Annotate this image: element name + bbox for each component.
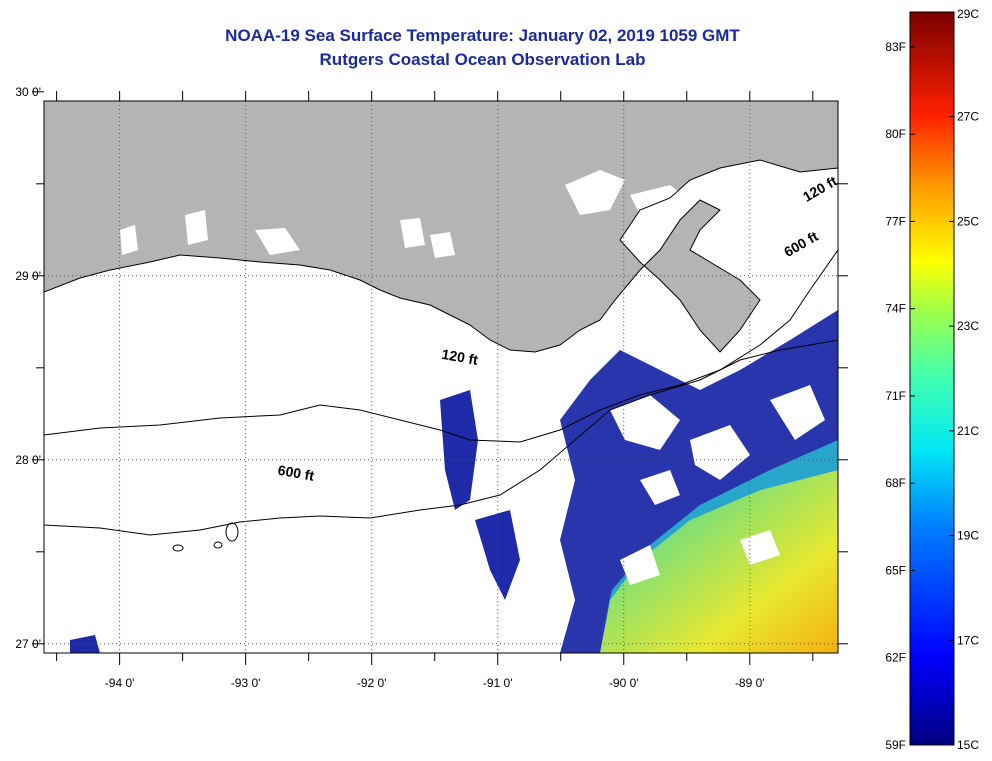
contour-600ft-west [44,339,838,536]
contour-120ft-west [44,249,838,443]
cloud-patch [770,385,825,440]
lake [430,232,455,258]
lon-tick-label: -93 0' [231,676,261,690]
longitude-labels: -94 0' -93 0' -92 0' -91 0' -90 0' -89 0' [105,676,765,690]
lake [400,218,425,248]
lon-tick-label: -94 0' [105,676,135,690]
colorbar-celsius-label: 25C [957,214,979,228]
lake [185,210,208,245]
colorbar-fahrenheit-label: 74F [885,302,906,316]
lat-tick-label: 28 0' [15,453,41,467]
contour-depth-label: 120 ft [440,346,479,368]
cloud-patch [640,470,680,505]
map-subtitle: Rutgers Coastal Ocean Observation Lab [319,50,646,69]
sst-warm-region [600,470,838,653]
coastline [44,159,838,353]
plot-frame [43,100,839,654]
colorbar-fahrenheit-label: 65F [885,563,906,577]
lon-tick-label: -92 0' [357,676,387,690]
lake [565,170,625,215]
colorbar-fahrenheit-label: 83F [885,40,906,54]
cloud-patch [610,395,680,450]
colorbar-fahrenheit-label: 62F [885,651,906,665]
lake [255,228,300,255]
map-title: NOAA-19 Sea Surface Temperature: January… [225,26,740,45]
axis-ticks [32,91,848,665]
colorbar-fahrenheit-label: 77F [885,214,906,228]
contour-island [213,541,223,549]
sst-cold-strip [440,390,478,510]
contour-island [225,522,239,542]
land-mass [44,101,838,352]
sst-cold-strip [475,510,520,600]
colorbar-ticks: 29C 27C 25C 23C 21C 19C 17C 15C 83F 80F 77F 74F 71F 6… [885,7,979,752]
cloud-patch [690,425,750,480]
sst-mid-band [600,440,838,640]
colorbar-fahrenheit-label: 68F [885,476,906,490]
lat-tick-label: 27 0' [15,637,41,651]
contour-island [172,544,184,552]
lat-tick-label: 29 0' [15,269,41,283]
lon-tick-label: -89 0' [735,676,765,690]
colorbar-celsius-label: 21C [957,424,979,438]
lat-tick-label: 30 0' [15,85,41,99]
colorbar-celsius-label: 17C [957,633,979,647]
lake [120,225,138,255]
colorbar-celsius-label: 27C [957,110,979,124]
lon-tick-label: -90 0' [609,676,639,690]
contour-depth-label: 600 ft [277,462,316,484]
colorbar-celsius-label: 15C [957,738,979,752]
colorbar-celsius-label: 23C [957,319,979,333]
lon-tick-label: -91 0' [483,676,513,690]
latitude-labels: 30 0' 29 0' 28 0' 27 0' [15,85,41,651]
colorbar [909,11,955,746]
colorbar-celsius-label: 29C [957,7,979,21]
colorbar-fahrenheit-label: 71F [885,389,906,403]
colorbar-fahrenheit-label: 59F [885,738,906,752]
gridlines [44,101,838,653]
colorbar-fahrenheit-label: 80F [885,127,906,141]
colorbar-celsius-label: 19C [957,529,979,543]
cloud-patch [620,545,660,585]
cloud-patch [740,530,780,565]
